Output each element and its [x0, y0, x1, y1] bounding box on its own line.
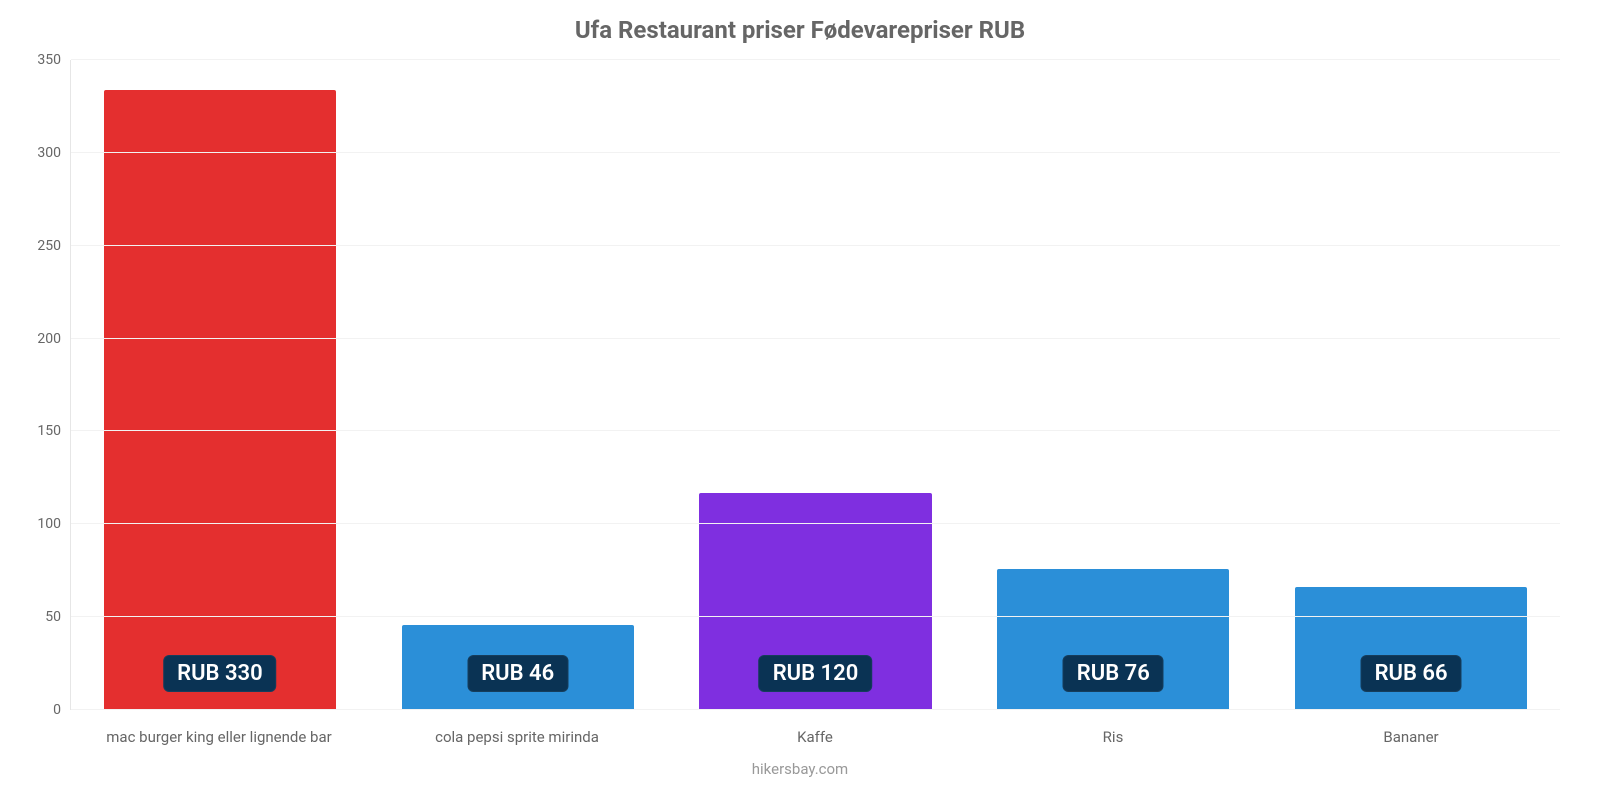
- x-tick-label: Kaffe: [666, 728, 964, 746]
- y-tick-label: 100: [37, 516, 71, 532]
- plot-area: RUB 330RUB 46RUB 120RUB 76RUB 66 0501001…: [70, 60, 1560, 710]
- y-tick-label: 50: [45, 609, 71, 625]
- bar-slot: RUB 120: [667, 60, 965, 710]
- bar-slot: RUB 66: [1262, 60, 1560, 710]
- gridline: [71, 152, 1560, 153]
- y-tick-label: 150: [37, 423, 71, 439]
- bar: RUB 46: [402, 625, 634, 710]
- gridline: [71, 709, 1560, 710]
- gridline: [71, 430, 1560, 431]
- bar-slot: RUB 76: [964, 60, 1262, 710]
- x-tick-label: mac burger king eller lignende bar: [70, 728, 368, 746]
- y-tick-label: 0: [53, 702, 71, 718]
- gridline: [71, 523, 1560, 524]
- y-tick-label: 300: [37, 145, 71, 161]
- gridline: [71, 245, 1560, 246]
- bar-value-label: RUB 76: [1063, 655, 1164, 692]
- bar-value-label: RUB 46: [467, 655, 568, 692]
- bar-slot: RUB 330: [71, 60, 369, 710]
- bar: RUB 76: [997, 569, 1229, 710]
- x-tick-label: cola pepsi sprite mirinda: [368, 728, 666, 746]
- bars-row: RUB 330 RUB 46 RUB 120 RUB 76 RUB 66: [71, 60, 1560, 710]
- chart-title: Ufa Restaurant priser Fødevarepriser RUB: [0, 0, 1600, 52]
- chart-credit: hikersbay.com: [0, 760, 1600, 778]
- bar: RUB 120: [699, 493, 931, 710]
- x-tick-label: Bananer: [1262, 728, 1560, 746]
- gridline: [71, 616, 1560, 617]
- bar: RUB 66: [1295, 587, 1527, 710]
- x-tick-label: Ris: [964, 728, 1262, 746]
- y-tick-label: 250: [37, 238, 71, 254]
- bar-slot: RUB 46: [369, 60, 667, 710]
- gridline: [71, 338, 1560, 339]
- bar-value-label: RUB 330: [163, 655, 277, 692]
- x-axis-labels: mac burger king eller lignende barcola p…: [70, 728, 1560, 746]
- gridline: [71, 59, 1560, 60]
- bar-value-label: RUB 120: [759, 655, 873, 692]
- chart-wrapper: Ufa Restaurant priser Fødevarepriser RUB…: [0, 0, 1600, 800]
- y-tick-label: 350: [37, 52, 71, 68]
- y-tick-label: 200: [37, 331, 71, 347]
- bar-value-label: RUB 66: [1361, 655, 1462, 692]
